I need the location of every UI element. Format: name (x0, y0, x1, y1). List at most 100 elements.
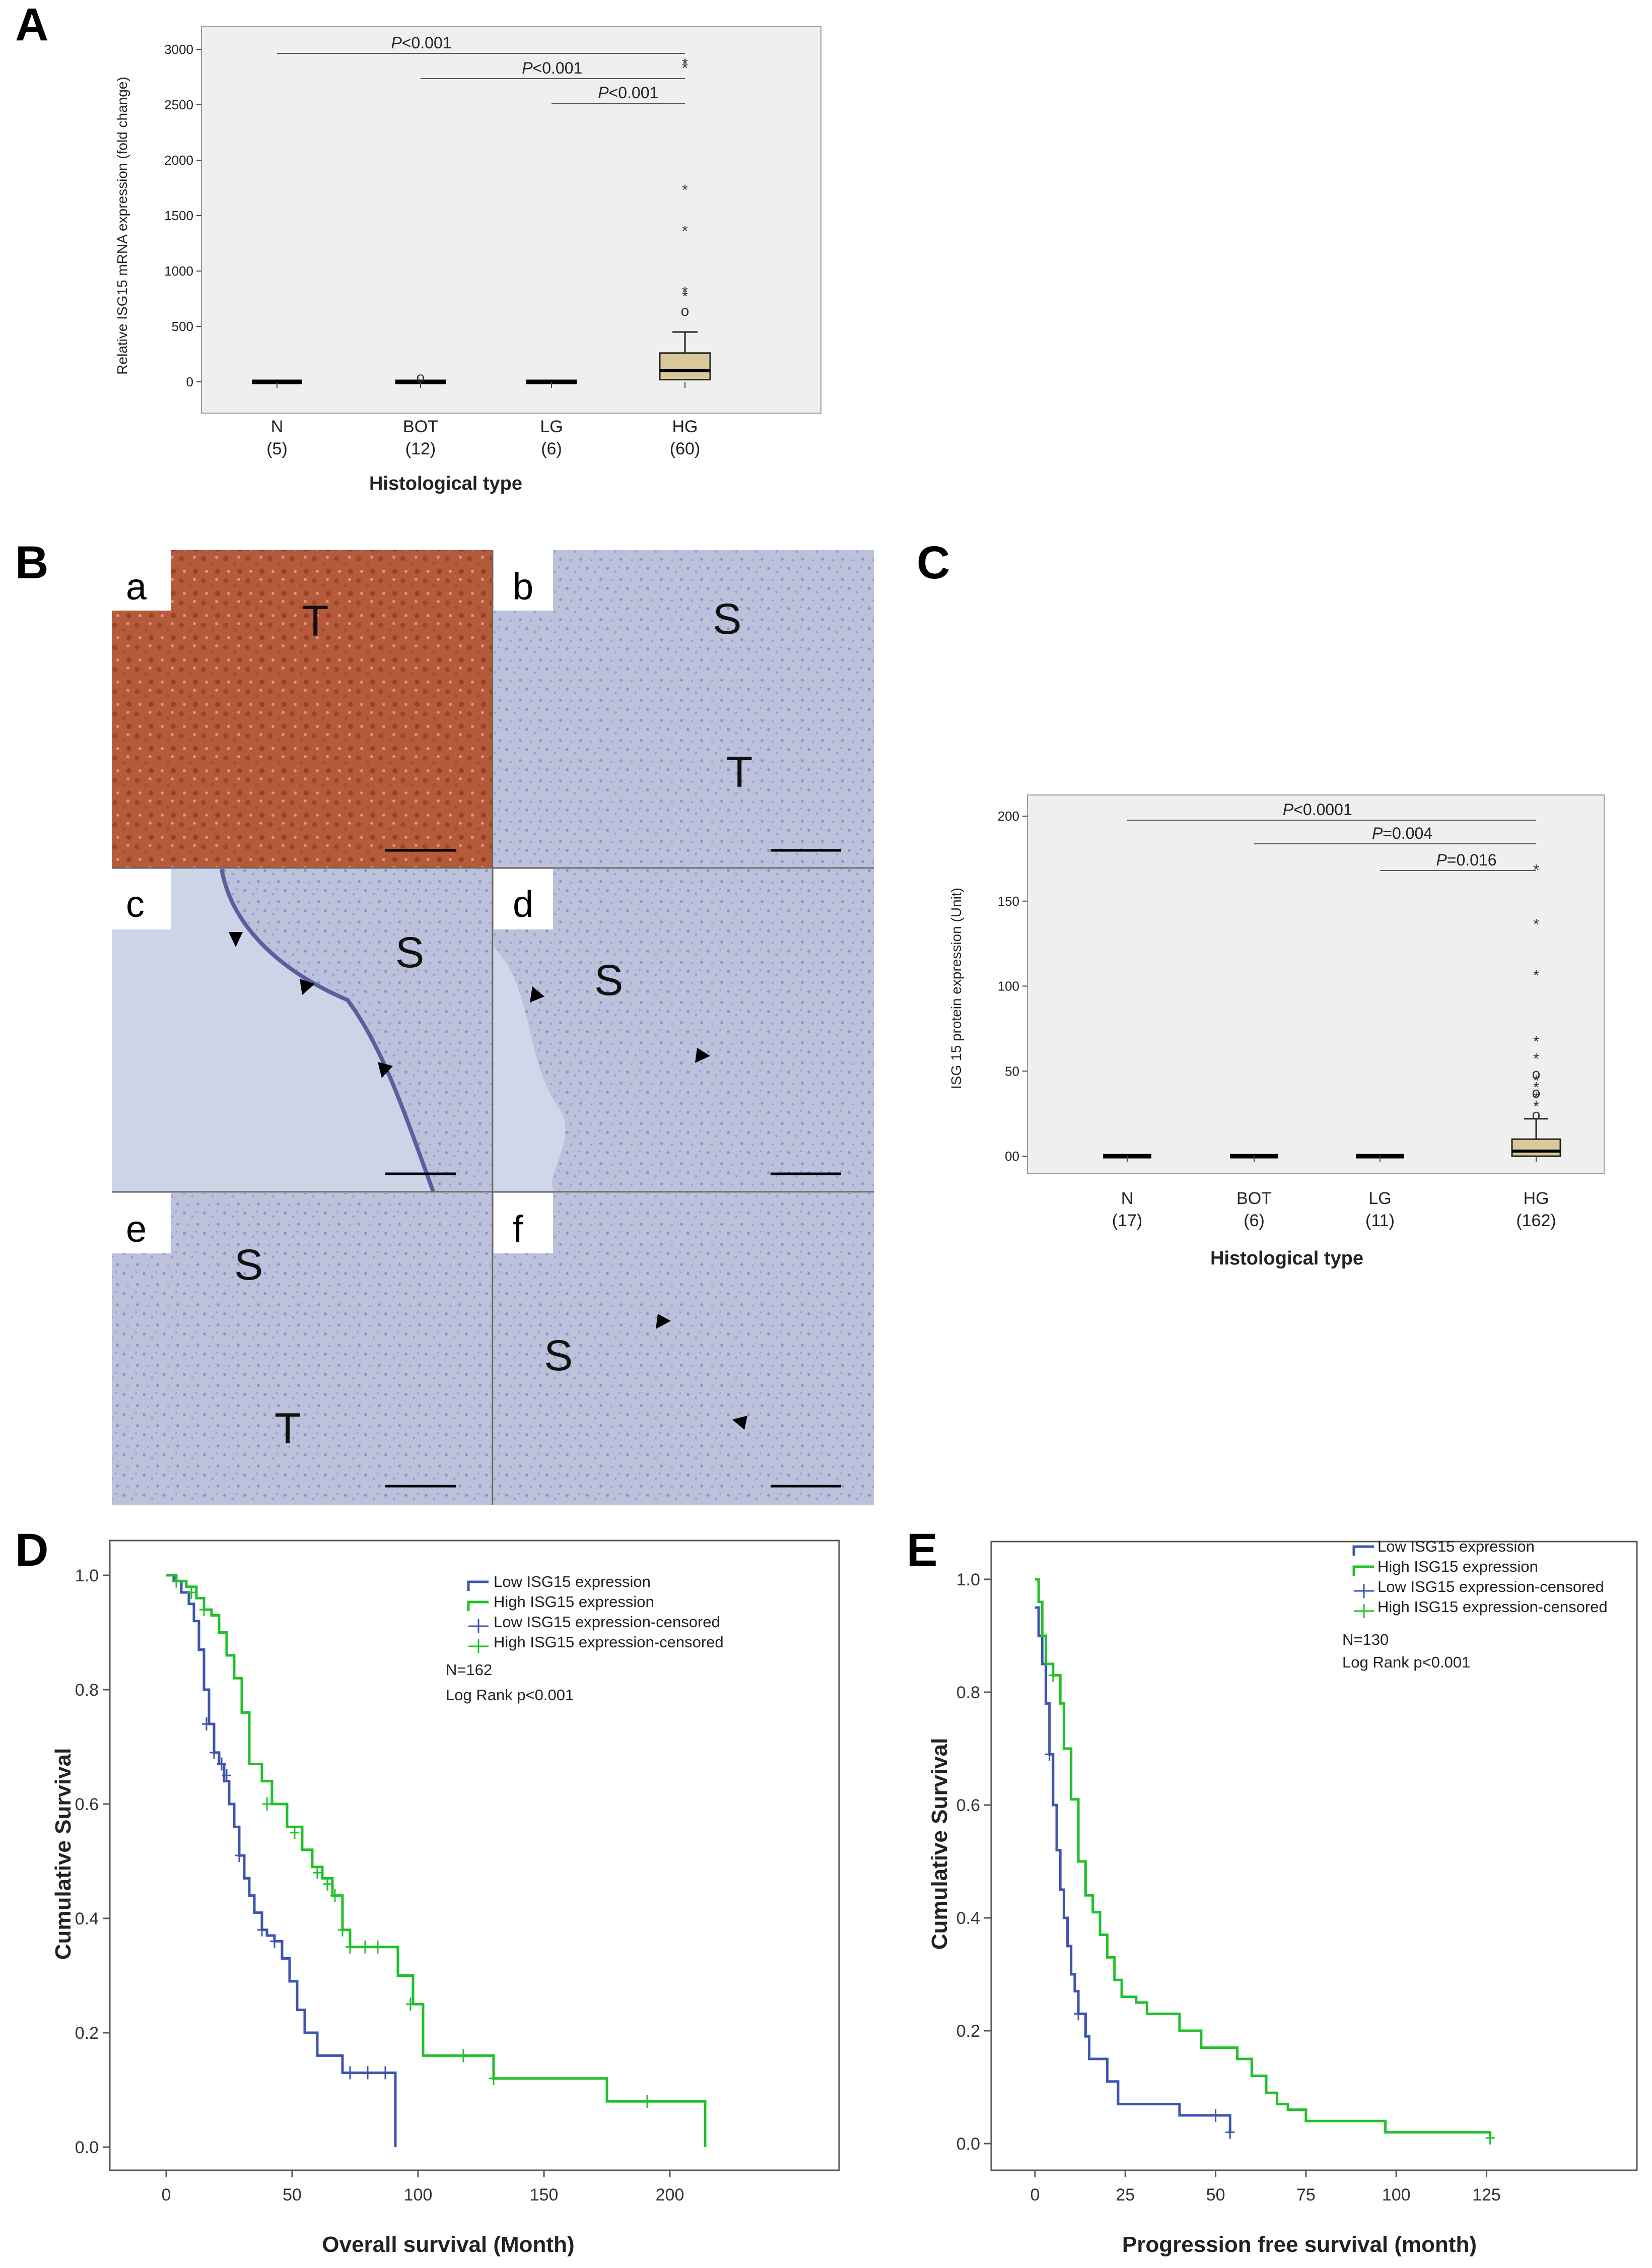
p-value-label: P<0.0001 (1283, 801, 1352, 819)
outlier-point: * (1533, 967, 1539, 984)
y-tick-label: 1500 (164, 208, 193, 223)
legend-label-high-censored: High ISG15 expression-censored (1378, 1598, 1608, 1616)
outlier-point: * (1533, 1080, 1539, 1096)
p-value-label: P=0.004 (1372, 824, 1432, 842)
tissue-label-d-s: S (594, 956, 623, 1005)
category-count: (6) (1244, 1211, 1265, 1230)
panel-e-km-plot: 0 25 50 75 100 125 0.0 0.2 0.4 0.6 0.8 1.0 Low ISG1… (927, 1538, 1638, 2257)
y-tick-label: 0.4 (956, 1909, 980, 1928)
tissue-label-c-s: S (395, 928, 424, 977)
category-count: (17) (1112, 1211, 1142, 1230)
x-tick-label: 100 (404, 2185, 433, 2205)
tissue-label-b-t: T (726, 748, 753, 796)
logrank-d: Log Rank p<0.001 (446, 1686, 574, 1704)
outlier-point: o (681, 303, 690, 319)
outlier-point: * (1533, 1090, 1539, 1106)
category-label: BOT (403, 417, 438, 436)
y-tick-label: 1.0 (956, 1570, 980, 1589)
category-label: HG (1524, 1189, 1549, 1208)
arrowhead-icon (229, 932, 243, 947)
y-axis-label-e: Cumulative Survival (927, 1738, 952, 1950)
category-label: LG (1368, 1189, 1391, 1208)
arrowhead-icon (695, 1048, 710, 1063)
legend-label-high: High ISG15 expression (1378, 1558, 1538, 1575)
x-tick-label: 50 (283, 2185, 302, 2205)
legend-label-low: Low ISG15 expression (494, 1573, 651, 1590)
x-axis-label-e: Progression free survival (month) (1122, 2232, 1477, 2257)
y-tick-label: 3000 (164, 42, 193, 57)
category-count: (5) (266, 439, 288, 458)
x-tick-label: 125 (1472, 2185, 1501, 2205)
plot-area-a (201, 26, 821, 414)
panel-d-km-plot: 0 50 100 150 200 0.0 0.2 0.4 0.6 0.8 1.0 Low ISG15… (51, 1540, 840, 2257)
micrograph-letter-d: d (513, 883, 533, 925)
x-axis-label-a: Histological type (369, 473, 522, 494)
tissue-label-f-s: S (544, 1331, 573, 1380)
outlier-point: * (682, 288, 688, 305)
y-axis-label-a: Relative ISG15 mRNA expression (fold cha… (114, 77, 130, 374)
tissue-label-a-t: T (302, 597, 329, 645)
box (1511, 1138, 1561, 1157)
category-labels-a: N (5) BOT (12) LG (6) HG (60) (266, 382, 700, 458)
micrograph-letter-b: b (513, 566, 533, 608)
outlier-point: * (1533, 1073, 1539, 1089)
arrowhead-icon (378, 1062, 393, 1078)
km-curve-low (1035, 1606, 1231, 2132)
micrograph-f: f S (494, 1193, 874, 1505)
legend-label-high-censored: High ISG15 expression-censored (494, 1633, 724, 1651)
y-tick-label: 0.6 (956, 1796, 980, 1815)
micrograph-letter-f: f (513, 1208, 523, 1250)
y-tick-label: 0.8 (75, 1681, 99, 1700)
category-label: N (1121, 1189, 1134, 1208)
outlier-point: * (682, 60, 688, 77)
y-tick-label: 150 (998, 894, 1019, 909)
legend-label-low-censored: Low ISG15 expression-censored (494, 1613, 720, 1631)
legend-label-low: Low ISG15 expression (1378, 1538, 1535, 1555)
y-tick-label: 0.0 (956, 2134, 980, 2154)
outlier-point: o (1532, 1107, 1541, 1123)
micrograph-letter-e: e (126, 1208, 147, 1250)
outlier-point: * (682, 55, 688, 72)
legend-swatch (1352, 1545, 1374, 1556)
micrograph-e: e S T (112, 1193, 492, 1505)
y-axis-label-c: ISG 15 protein expression (Unit) (948, 888, 964, 1089)
panel-letter-a: A (15, 0, 48, 50)
plot-area-c (1027, 794, 1605, 1174)
panel-letter-c: C (917, 537, 950, 588)
panel-letter-e: E (907, 1524, 937, 1576)
category-count: (162) (1516, 1211, 1556, 1230)
axes-d: 0 50 100 150 200 0.0 0.2 0.4 0.6 0.8 1.0 (75, 1566, 684, 2205)
p-value-label: P<0.001 (522, 59, 582, 77)
tissue-label-b-s: S (713, 595, 741, 643)
y-tick-label: 2000 (164, 153, 193, 168)
panel-letter-d: D (15, 1524, 48, 1576)
category-label: BOT (1236, 1189, 1272, 1208)
y-tick-label: 50 (1005, 1063, 1019, 1079)
arrowhead-icon (732, 1416, 747, 1430)
category-label: LG (540, 417, 563, 436)
micrograph-b: b S T (494, 550, 874, 868)
x-tick-label: 0 (1030, 2185, 1040, 2205)
x-tick-label: 0 (162, 2185, 171, 2205)
y-tick-label: 0.8 (956, 1683, 980, 1702)
sample-size-e: N=130 (1342, 1631, 1389, 1648)
tissue-label-e-s: S (234, 1241, 263, 1289)
outlier-point: * (682, 223, 688, 240)
km-curves-d (166, 1574, 707, 2147)
x-tick-label: 25 (1116, 2185, 1135, 2205)
x-tick-label: 150 (530, 2185, 559, 2205)
category-labels-c: N (17) BOT (6) LG (11) HG (162) (1112, 1156, 1556, 1230)
y-tick-label: 0.0 (75, 2138, 99, 2157)
legend-swatch (467, 1600, 489, 1611)
x-tick-label: 75 (1296, 2185, 1316, 2205)
y-tick-label: 0 (186, 374, 193, 389)
panel-b-micrographs: a T b S T c S (112, 550, 874, 1505)
panel-letter-b: B (15, 537, 48, 588)
y-tick-label: 0.2 (956, 2022, 980, 2041)
micrograph-letter-a: a (126, 566, 147, 608)
y-axis-label-d: Cumulative Survival (51, 1748, 76, 1960)
outlier-point: o (1532, 1066, 1541, 1083)
category-count: (12) (405, 439, 436, 458)
